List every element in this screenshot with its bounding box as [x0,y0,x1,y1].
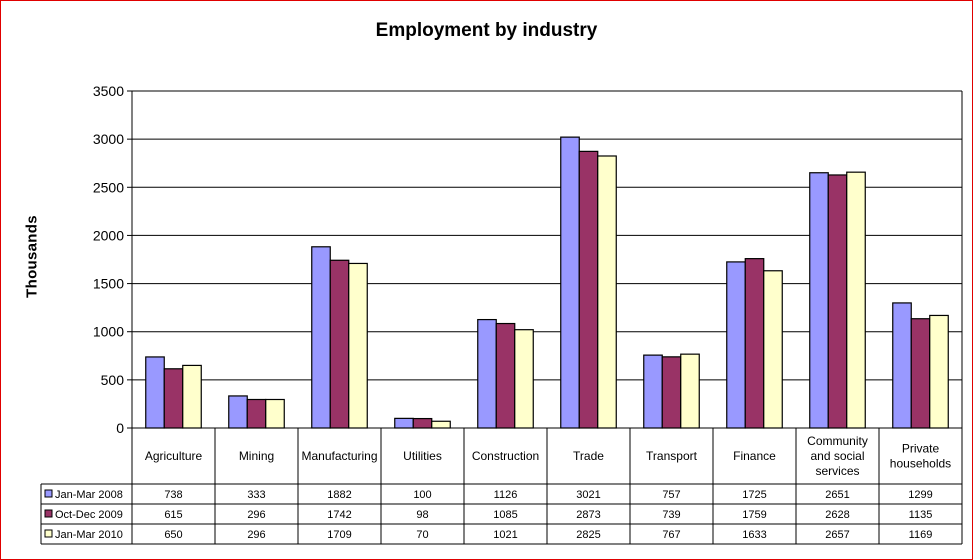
bar [929,314,949,429]
y-tick-label: 1500 [93,276,124,292]
y-tick-label: 3500 [93,83,124,99]
data-cell: 1759 [742,509,766,521]
bar [726,261,746,429]
category-label: Manufacturing [301,449,377,463]
bar [560,136,580,429]
legend-key [44,529,53,538]
data-cell: 1021 [493,529,517,541]
category-label: Transport [646,449,698,463]
bar [311,246,331,429]
data-cell: 2628 [825,509,849,521]
bar [643,354,663,429]
legend-key [44,489,53,498]
data-cell: 1169 [909,529,933,541]
data-cell: 2651 [825,489,849,501]
data-cell: 1126 [494,489,518,501]
data-cell: 738 [164,489,182,501]
data-cell: 296 [247,529,265,541]
bar [412,417,433,429]
y-tick-label: 1000 [93,324,124,340]
bar [145,356,165,429]
category-label: households [890,457,951,471]
series-name: Oct-Dec 2009 [55,509,123,521]
data-cell: 767 [662,529,680,541]
bar [182,364,202,429]
data-cell: 1709 [327,529,351,541]
data-cell: 296 [247,509,265,521]
data-cell: 3021 [576,489,600,501]
y-tick-label: 2500 [93,179,124,195]
data-cell: 1085 [493,509,517,521]
category-label: Private [902,442,940,456]
bar [348,262,368,429]
data-cell: 1135 [909,509,933,521]
bar [809,172,829,429]
bar [514,329,534,429]
bar [578,150,599,429]
series-name: Jan-Mar 2008 [55,489,123,501]
data-cell: 739 [662,509,680,521]
bar [827,174,848,429]
data-cell: 2825 [576,529,600,541]
category-label: and social [810,449,864,463]
data-cell: 1299 [908,489,932,501]
category-label: Community [807,434,868,448]
data-cell: 100 [413,489,431,501]
data-cell: 1742 [327,509,351,521]
bar [495,322,516,429]
category-label: Mining [239,449,274,463]
bar [246,398,267,429]
category-label: Construction [472,449,539,463]
chart-title: Employment by industry [375,20,598,41]
data-cell: 1882 [327,489,351,501]
bar [744,258,765,429]
bar [661,356,682,429]
y-tick-label: 0 [116,420,124,436]
bar [477,318,497,429]
bar [228,395,248,429]
legend-key [44,509,53,518]
category-label: services [815,464,859,478]
data-cell: 650 [164,529,182,541]
bar [910,318,931,429]
data-cell: 1725 [742,489,766,501]
data-cell: 2657 [825,529,849,541]
category-label: Trade [573,449,604,463]
data-cell: 2873 [576,509,600,521]
bar [892,302,912,429]
category-label: Finance [733,449,776,463]
bar [846,171,866,429]
bar [597,155,617,429]
category-label: Utilities [403,449,442,463]
bar [163,368,184,429]
category-label: Agriculture [145,449,203,463]
y-tick-label: 500 [101,372,125,388]
data-cell: 333 [247,489,265,501]
y-tick-label: 3000 [93,131,124,147]
bar [329,259,350,429]
data-cell: 1633 [742,529,766,541]
bar [680,353,700,429]
bar [763,270,783,429]
bar [394,417,414,429]
data-cell: 615 [164,509,182,521]
data-cell: 70 [416,529,428,541]
bar [431,420,451,429]
data-cell: 98 [416,509,428,521]
y-tick-label: 2000 [93,227,124,243]
data-cell: 757 [662,489,680,501]
bar [265,398,285,429]
series-name: Jan-Mar 2010 [55,529,123,541]
